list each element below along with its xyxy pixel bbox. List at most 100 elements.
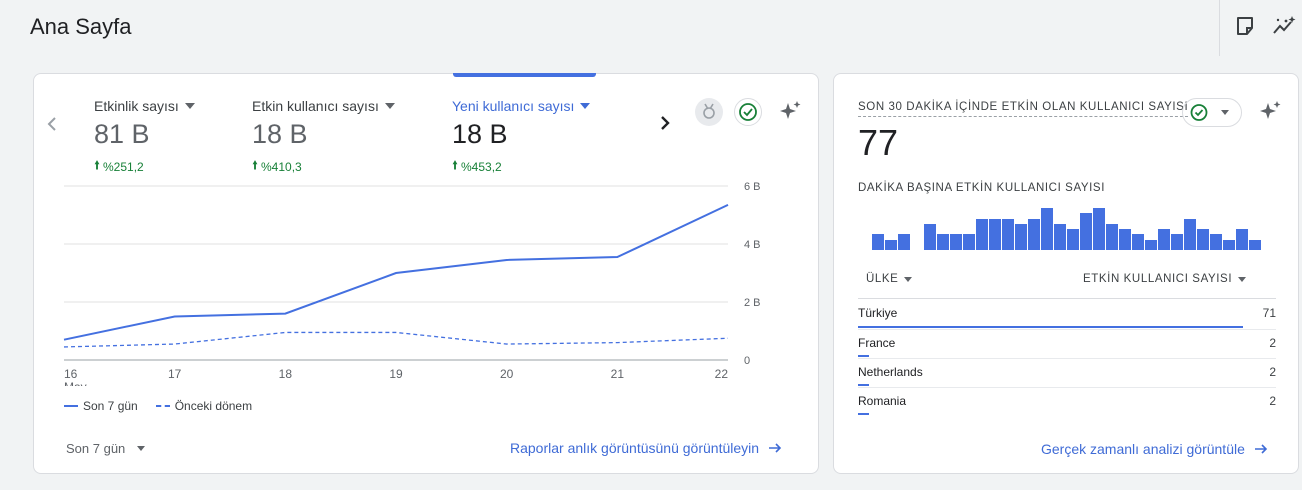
link-label: Gerçek zamanlı analizi görüntüle <box>1041 441 1245 457</box>
caret-down-icon <box>1238 276 1247 282</box>
top-bar: Ana Sayfa <box>0 0 1302 56</box>
x-tick-label: 16 <box>64 367 78 381</box>
minute-bar <box>989 218 1001 250</box>
next-metric-arrow-icon[interactable] <box>653 111 677 135</box>
check-status-icon[interactable] <box>734 98 762 126</box>
user-count: 71 <box>1262 306 1276 320</box>
caret-down-icon <box>1221 110 1229 115</box>
minute-bar <box>1080 213 1092 250</box>
realtime-title: SON 30 DAKİKA İÇİNDE ETKİN OLAN KULLANIC… <box>858 101 1189 117</box>
column-header-country[interactable]: ÜLKE <box>866 273 913 285</box>
metric-label: Etkinlik sayısı <box>94 98 179 114</box>
line-chart: 6 B 4 B 2 B 0 16 17 18 19 20 21 22 May <box>63 181 761 386</box>
x-tick-label: 21 <box>611 367 625 381</box>
caret-down-icon <box>184 103 195 109</box>
metric-change-value: %251,2 <box>103 159 144 174</box>
sparkle-insights-icon[interactable] <box>777 98 805 126</box>
metric-value: 81 B <box>94 119 150 149</box>
date-range-dropdown[interactable]: Son 7 gün <box>66 441 146 456</box>
x-tick-label: 19 <box>389 367 403 381</box>
anomaly-chart-icon[interactable] <box>1272 14 1296 38</box>
minute-bar <box>1067 229 1079 250</box>
chart-legend: Son 7 gün Önceki dönem <box>64 399 252 413</box>
overview-card: Etkinlik sayısı 81 B 🠙 %251,2 Etkin kulla… <box>33 73 819 474</box>
check-status-icon <box>1190 104 1208 121</box>
metric-name: Etkin kullanıcı sayısı <box>252 98 395 114</box>
metric-value: 18 B <box>252 119 308 149</box>
minute-bar <box>1210 234 1222 250</box>
minute-bar <box>1054 223 1066 250</box>
table-row[interactable]: France 2 <box>858 329 1276 358</box>
table-row[interactable]: Netherlands 2 <box>858 358 1276 387</box>
column-label: ETKİN KULLANICI SAYISI <box>1083 273 1233 285</box>
user-count: 2 <box>1269 394 1276 408</box>
country-name: Netherlands <box>858 365 923 379</box>
date-range-label: Son 7 gün <box>66 441 126 456</box>
user-count: 2 <box>1269 365 1276 379</box>
view-snapshot-link[interactable]: Raporlar anlık görüntüsünü görüntüleyin <box>510 440 783 456</box>
minute-bar <box>872 234 884 250</box>
minute-bar <box>1171 234 1183 250</box>
minute-bar <box>1093 208 1105 250</box>
country-name: France <box>858 336 896 350</box>
country-name: Romania <box>858 394 907 408</box>
page-title: Ana Sayfa <box>30 14 132 39</box>
table-row[interactable]: Türkiye 71 <box>858 300 1276 329</box>
minute-bar <box>1223 239 1235 250</box>
view-realtime-link[interactable]: Gerçek zamanlı analizi görüntüle <box>1041 441 1269 457</box>
arrow-right-icon <box>769 443 782 453</box>
y-tick-label: 2 B <box>744 297 761 309</box>
sparkle-insights-icon[interactable] <box>1257 98 1285 126</box>
minute-bar <box>1028 218 1040 250</box>
achievement-badge-icon[interactable] <box>695 98 723 126</box>
share-bar <box>858 384 869 386</box>
minute-bar <box>1015 223 1027 250</box>
minute-bar <box>1041 208 1053 250</box>
user-count: 2 <box>1269 336 1276 350</box>
realtime-status-dropdown[interactable] <box>1182 98 1242 127</box>
metric-label: Etkin kullanıcı sayısı <box>252 98 379 114</box>
series-line-previous <box>63 331 729 348</box>
insights-note-icon[interactable] <box>1233 14 1257 38</box>
legend-item-current: Son 7 gün <box>64 399 138 413</box>
metric-change: 🠙 %453,2 <box>452 156 590 177</box>
minute-bar <box>1119 229 1131 250</box>
x-tick-label: 18 <box>279 367 293 381</box>
metric-active-users[interactable]: Etkin kullanıcı sayısı 18 B 🠙 %410,3 <box>252 98 395 177</box>
minute-bar <box>1197 229 1209 250</box>
table-row[interactable]: Romania 2 <box>858 387 1276 416</box>
arrow-right-icon <box>1254 444 1268 454</box>
legend-item-previous: Önceki dönem <box>155 399 253 413</box>
top-divider <box>1219 0 1220 56</box>
column-header-active-users[interactable]: ETKİN KULLANICI SAYISI <box>1083 273 1247 285</box>
per-minute-bar-chart <box>872 200 1262 250</box>
country-name: Türkiye <box>858 306 898 320</box>
minute-bar <box>1145 239 1157 250</box>
metric-event-count[interactable]: Etkinlik sayısı 81 B 🠙 %251,2 <box>94 98 195 177</box>
prev-metric-arrow-icon[interactable] <box>40 112 64 136</box>
realtime-value: 77 <box>858 122 899 163</box>
per-minute-title: DAKİKA BAŞINA ETKİN KULLANICI SAYISI <box>858 182 1105 194</box>
metric-new-users[interactable]: Yeni kullanıcı sayısı 18 B 🠙 %453,2 <box>452 98 591 177</box>
metric-change: 🠙 %251,2 <box>94 156 195 177</box>
link-label: Raporlar anlık görüntüsünü görüntüleyin <box>510 440 760 456</box>
y-tick-label: 0 <box>744 355 750 367</box>
metric-name: Yeni kullanıcı sayısı <box>452 98 591 114</box>
caret-down-icon <box>137 446 146 451</box>
legend-swatch-dashed <box>155 405 170 407</box>
minute-bar <box>1132 234 1144 250</box>
series-line-current <box>63 203 729 341</box>
legend-swatch-solid <box>64 405 78 407</box>
x-tick-label: 17 <box>168 367 182 381</box>
metric-change-value: %453,2 <box>461 159 502 174</box>
minute-bar <box>898 234 910 250</box>
minute-bar <box>963 234 975 250</box>
minute-bar <box>1184 218 1196 250</box>
minute-bar <box>1002 218 1014 250</box>
legend-label: Önceki dönem <box>174 399 253 413</box>
minute-bar <box>950 234 962 250</box>
y-tick-label: 4 B <box>744 239 761 251</box>
metric-name: Etkinlik sayısı <box>94 98 195 114</box>
share-bar <box>858 326 1244 328</box>
caret-down-icon <box>384 103 395 109</box>
